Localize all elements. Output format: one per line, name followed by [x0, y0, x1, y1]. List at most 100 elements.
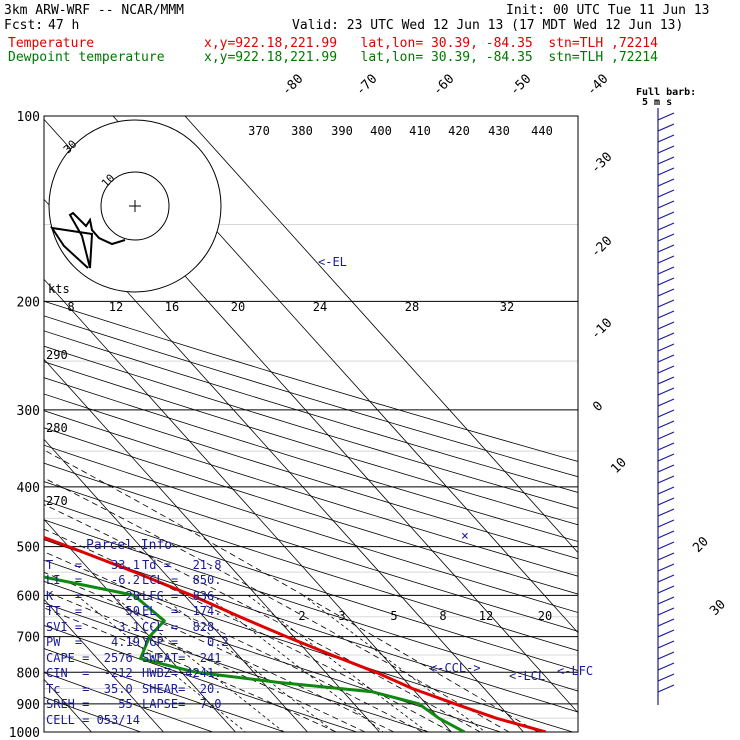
- wind-barb: [657, 673, 675, 682]
- moist-adiabat: [44, 449, 539, 732]
- dewpoint-station-info: x,y=922.18,221.99 lat,lon= 30.39, -84.35…: [204, 50, 658, 65]
- wind-key-label: Full barb:: [636, 87, 696, 98]
- parcel-param: Td = 21.8: [142, 557, 222, 572]
- parcel-info-title: Parcel Info: [86, 538, 173, 553]
- wind-barb: [657, 442, 675, 451]
- wind-barb: [657, 618, 675, 627]
- pressure-label: 500: [17, 541, 40, 556]
- wind-barb: [657, 574, 675, 583]
- parcel-param: SVI = -3.1: [46, 619, 140, 634]
- wind-barb: [657, 651, 675, 660]
- wind-barb: [657, 277, 675, 286]
- isotherm-label: 10: [608, 455, 630, 477]
- temperature-trace: [44, 535, 547, 732]
- theta-label: 400: [370, 124, 392, 138]
- lcl-star: ×: [461, 529, 469, 544]
- dry-adiabat: [44, 345, 578, 509]
- parcel-param: YGP = 0.2: [142, 635, 229, 649]
- isotherm-label: 20: [690, 534, 712, 556]
- theta-label: 390: [331, 124, 353, 138]
- wind-barb: [657, 123, 675, 132]
- parcel-info-panel: Parcel Info T = 33.1 Td = 21.8 LI = -6.2 LC…: [46, 538, 234, 730]
- temperature-legend: Temperature: [8, 36, 95, 51]
- hodograph-speed-label: 12: [109, 300, 123, 314]
- wind-barb: [657, 244, 675, 253]
- parcel-row: SREH = 55 LAPSE= 7.0: [46, 697, 234, 713]
- mixing-ratio-line: [76, 594, 246, 732]
- moist-adiabat: [44, 607, 337, 732]
- isotherm-label: -30: [588, 150, 615, 177]
- parcel-param: LI = -6.2: [46, 573, 140, 587]
- dry-adiabat: [44, 444, 578, 613]
- parcel-param: LCL = 850.: [142, 573, 222, 587]
- hodograph-speed-label: 16: [165, 300, 179, 314]
- isotherm-label: -20: [588, 234, 615, 261]
- parcel-param: CIN = -212: [46, 666, 133, 680]
- mixing-ratio-label: 2: [298, 609, 305, 623]
- parcel-param: T = 33.1: [46, 557, 140, 572]
- wind-key-label: 5 m s: [642, 97, 672, 108]
- wind-barb: [657, 233, 675, 242]
- wind-barb: [657, 310, 675, 319]
- wind-barb: [657, 563, 675, 572]
- pressure-label: 600: [17, 589, 40, 604]
- wind-barb: [657, 453, 675, 462]
- dry-adiabat: [44, 300, 578, 462]
- moist-adiabat: [44, 590, 366, 732]
- dry-adiabat: [44, 519, 578, 692]
- wind-barb: [657, 596, 675, 605]
- dry-adiabat: [44, 580, 501, 732]
- dry-adiabat: [44, 648, 285, 732]
- pressure-label: 200: [17, 295, 40, 310]
- wind-barb: [657, 266, 675, 275]
- isotherm: [44, 518, 236, 732]
- dry-adiabat: [44, 559, 573, 732]
- wind-barb: [657, 332, 675, 341]
- theta-label: 380: [291, 124, 313, 138]
- dry-adiabat: [44, 410, 578, 577]
- level-marker: <-LCL: [509, 669, 545, 683]
- pressure-label: 800: [17, 666, 40, 681]
- wind-barb: [657, 431, 675, 440]
- parcel-row: CELL = 053/14: [46, 713, 234, 729]
- mixing-ratio-label: 5: [390, 609, 397, 623]
- parcel-param: PW = 4.19: [46, 635, 140, 649]
- parcel-row: K = 28 LFC = 836.: [46, 589, 234, 605]
- hodograph-units: kts: [48, 282, 70, 296]
- wind-barb: [657, 684, 675, 693]
- dry-adiabat: [44, 315, 578, 478]
- dewpoint-legend: Dewpoint temperature: [8, 50, 165, 65]
- level-marker: <-CCL->: [430, 661, 481, 675]
- mixing-ratio-line: [247, 594, 428, 732]
- parcel-row: CIN = -212 HWBZ= 4241.: [46, 666, 234, 682]
- wind-barb: [657, 541, 675, 550]
- dry-adiabat: [44, 462, 578, 632]
- wind-barb: [657, 640, 675, 649]
- isotherm-label: 0: [590, 399, 606, 415]
- level-marker: <-EL: [318, 255, 347, 269]
- dry-adiabat: [44, 539, 578, 713]
- theta-label: 410: [409, 124, 431, 138]
- hodograph-speed-label: 20: [231, 300, 245, 314]
- parcel-param: EL = 174.: [142, 604, 222, 618]
- isotherm: [44, 358, 380, 732]
- isotherm-label: -60: [430, 72, 457, 99]
- dry-adiabat: [44, 481, 578, 652]
- isotherm: [44, 598, 164, 732]
- valid-time: Valid: 23 UTC Wed 12 Jun 13 (17 MDT Wed …: [292, 18, 684, 33]
- wind-barb: [657, 354, 675, 363]
- parcel-param: SWEAT= 241: [142, 650, 222, 665]
- wind-barb: [657, 508, 675, 517]
- parcel-row: SVI = -3.1 CCL = 828.: [46, 620, 234, 636]
- parcel-row: CAPE = 2576 SWEAT= 241: [46, 651, 234, 667]
- pressure-label: 100: [17, 110, 40, 125]
- isotherm-label: -10: [588, 316, 615, 343]
- parcel-row: TT = 50 EL = 174.: [46, 604, 234, 620]
- mixing-ratio-label: 3: [338, 609, 345, 623]
- dry-adiabat: [44, 499, 578, 671]
- wind-barb: [657, 409, 675, 418]
- pressure-label: 700: [17, 631, 40, 646]
- pressure-label: 1000: [9, 726, 40, 740]
- hodograph-speed-label: 8: [67, 300, 74, 314]
- wind-barb: [657, 299, 675, 308]
